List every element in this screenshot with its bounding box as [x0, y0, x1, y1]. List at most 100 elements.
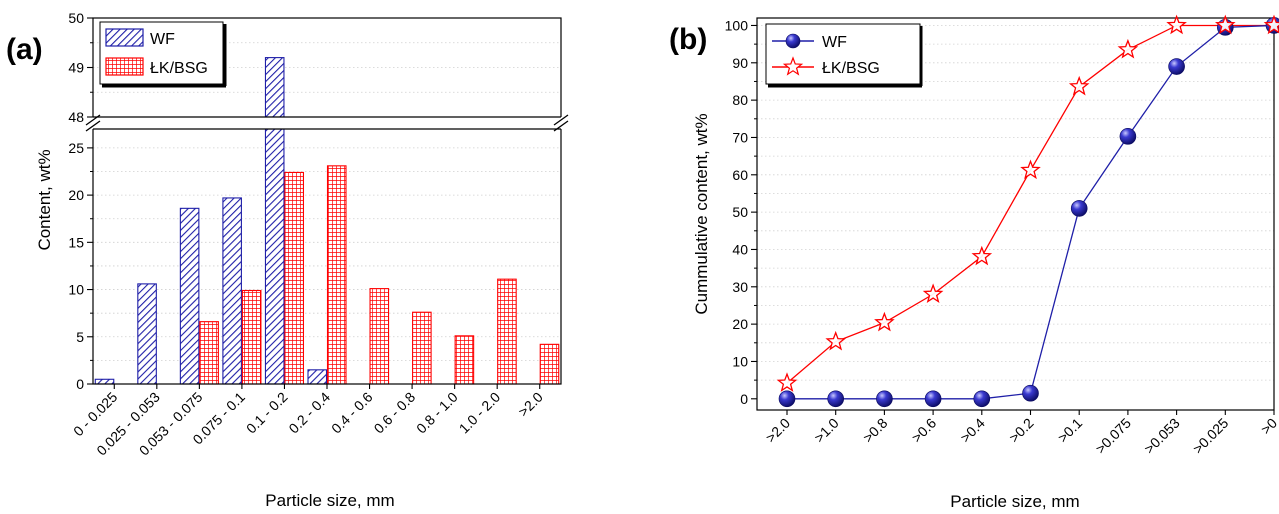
x-tick-label: 0.4 - 0.6 — [328, 389, 376, 437]
x-tick-label: >0.6 — [908, 415, 939, 446]
bar-wf-5 — [307, 369, 328, 385]
x-tick-label: 0.8 - 1.0 — [413, 389, 461, 437]
bar-lk-7 — [412, 311, 432, 385]
bar-lk-6 — [369, 288, 390, 385]
x-tick-label: 1.0 - 2.0 — [456, 389, 504, 437]
y-tick-label: 70 — [732, 129, 748, 145]
bar-lk-5 — [326, 165, 347, 385]
point-lk-6 — [1068, 75, 1090, 96]
x-axis-label: Particle size, mm — [265, 491, 394, 510]
point-wf-6 — [1070, 200, 1088, 217]
bar-wf-2 — [179, 207, 200, 385]
point-wf-8 — [1168, 58, 1185, 75]
bars — [94, 57, 560, 385]
panel-label-a: (a) — [6, 33, 43, 66]
x-tick-label: >0.1 — [1054, 415, 1085, 446]
y-tick-label: 0 — [740, 391, 748, 407]
panel-label-b: (b) — [669, 23, 707, 56]
y-tick-label: 0 — [76, 376, 84, 392]
point-lk-1 — [825, 330, 847, 351]
y-ticks: 0 10 20 30 40 50 60 70 80 90 100 — [725, 17, 757, 407]
bar-lk-4 — [284, 171, 305, 385]
y-tick-label: 20 — [732, 316, 748, 332]
y-tick-label: 10 — [732, 353, 748, 369]
bar-wf-1 — [137, 283, 157, 385]
point-lk-4 — [971, 245, 993, 266]
x-ticks: >2.0 >1.0 >0.8 >0.6 >0.4 >0.2 >0.1 >0.075 >0.053… — [762, 410, 1279, 457]
bar-wf-3 — [222, 197, 242, 385]
x-tick-label: >1.0 — [811, 415, 842, 446]
y-tick-label: 60 — [732, 167, 748, 183]
legend-label-wf: WF — [822, 34, 847, 51]
bar-wf-4-lower — [264, 128, 285, 385]
x-tick-label: >2.0 — [762, 415, 793, 446]
axis-break-mark-left — [85, 114, 101, 132]
legend-label-lk: ŁK/BSG — [822, 60, 880, 77]
y-axis-label: Cummulative content, wt% — [692, 113, 711, 314]
point-lk-10 — [1263, 14, 1279, 35]
point-wf-0 — [778, 390, 796, 408]
y-tick-label: 50 — [732, 204, 748, 220]
x-tick-label: >0.025 — [1190, 415, 1232, 457]
y-tick-label: 50 — [68, 10, 84, 26]
x-tick-label: >0 — [1258, 415, 1279, 438]
y-ticks: 0 5 10 15 20 25 48 49 50 — [68, 10, 93, 392]
x-axis-label: Particle size, mm — [950, 492, 1079, 511]
y-tick-label: 15 — [68, 234, 84, 250]
point-wf-4 — [973, 390, 991, 408]
y-tick-label: 10 — [68, 282, 84, 298]
x-tick-label: >0.053 — [1141, 415, 1183, 457]
y-tick-label: 20 — [68, 187, 84, 203]
legend-label-lk: ŁK/BSG — [150, 60, 208, 77]
x-tick-label: >0.2 — [1006, 415, 1037, 446]
y-tick-label: 80 — [732, 92, 748, 108]
point-lk-7 — [1117, 38, 1139, 59]
x-tick-label: >0.4 — [957, 415, 988, 446]
bar-wf-4-upper — [264, 57, 285, 118]
y-axis-label: Content, wt% — [35, 149, 54, 250]
y-tick-label: 49 — [68, 60, 84, 76]
point-wf-5 — [1022, 384, 1039, 402]
series-markers — [776, 14, 1279, 408]
y-tick-label: 30 — [732, 279, 748, 295]
bar-wf-0 — [94, 378, 115, 385]
legend-marker-lk — [782, 56, 804, 76]
point-lk-2 — [874, 311, 895, 332]
y-tick-label: 90 — [732, 55, 748, 71]
plot-frame — [756, 17, 1275, 411]
point-wf-2 — [876, 390, 893, 408]
legend: WF ŁK/BSG — [765, 23, 923, 88]
x-tick-label: 0.6 - 0.8 — [371, 389, 419, 437]
bar-lk-9 — [497, 278, 517, 385]
legend-marker-wf — [785, 33, 801, 49]
point-wf-1 — [827, 390, 845, 408]
bar-lk-3 — [241, 289, 262, 385]
legend-swatch-lk — [105, 57, 144, 76]
legend-swatch-wf — [105, 28, 144, 47]
x-tick-label: 0.1 - 0.2 — [243, 389, 291, 437]
legend: WF ŁK/BSG — [99, 21, 227, 88]
x-tick-label: 0.2 - 0.4 — [285, 389, 333, 437]
point-lk-3 — [922, 283, 944, 304]
x-tick-label: >2.0 — [515, 389, 546, 420]
y-tick-label: 25 — [68, 140, 84, 156]
x-tick-label: >0.8 — [860, 415, 891, 446]
point-wf-3 — [924, 390, 942, 408]
legend-label-wf: WF — [150, 31, 175, 48]
bar-lk-2 — [199, 321, 219, 385]
x-tick-label: >0.075 — [1092, 415, 1134, 457]
y-tick-label: 40 — [732, 241, 748, 257]
point-lk-5 — [1020, 159, 1041, 180]
point-wf-7 — [1119, 128, 1137, 145]
y-tick-label: 48 — [68, 109, 84, 125]
y-tick-label: 100 — [725, 17, 749, 33]
point-lk-8 — [1166, 14, 1187, 35]
y-tick-label: 5 — [76, 329, 84, 345]
point-lk-9 — [1214, 14, 1236, 35]
bar-lk-10 — [539, 343, 560, 385]
bar-lk-8 — [454, 335, 475, 385]
